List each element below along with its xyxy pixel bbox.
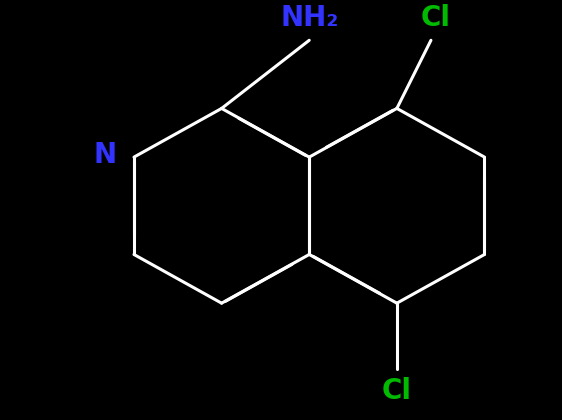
Text: N: N — [93, 141, 116, 169]
Text: Cl: Cl — [382, 377, 412, 405]
Text: NH₂: NH₂ — [280, 5, 338, 32]
Text: Cl: Cl — [421, 5, 451, 32]
